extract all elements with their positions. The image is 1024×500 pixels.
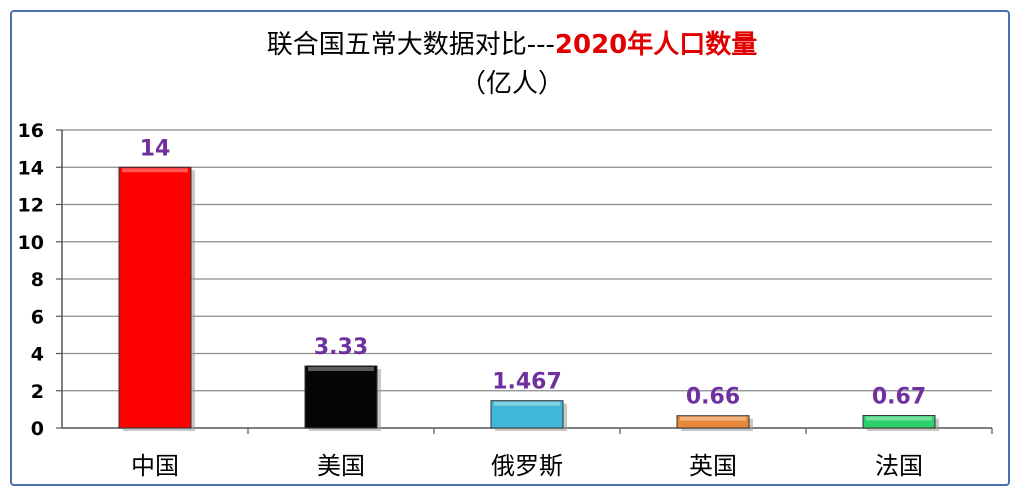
y-tick-label: 10 <box>18 232 44 254</box>
bar <box>862 415 936 429</box>
y-tick-label: 0 <box>31 418 44 440</box>
x-category-label: 中国 <box>131 452 179 480</box>
bar-highlight <box>494 401 560 406</box>
data-label: 0.66 <box>686 385 740 410</box>
bars <box>118 166 939 431</box>
data-labels: 14 3.33 1.467 0.66 0.67 <box>140 136 926 409</box>
data-label: 14 <box>140 136 171 161</box>
x-category-label: 英国 <box>689 452 737 480</box>
x-category-label: 俄罗斯 <box>491 452 563 480</box>
bar <box>118 166 192 429</box>
x-category-label: 美国 <box>317 452 365 480</box>
y-tick-label: 2 <box>31 381 44 403</box>
bar <box>304 365 378 429</box>
x-category-label: 法国 <box>875 452 923 480</box>
bar-highlight <box>122 168 188 173</box>
y-tick-label: 16 <box>18 120 44 142</box>
bar <box>676 415 750 429</box>
y-tick-label: 6 <box>31 306 44 328</box>
y-tick-label: 12 <box>18 195 44 217</box>
gridlines <box>62 129 992 392</box>
chart-title-highlight: 2020年人口数量 <box>555 29 757 60</box>
y-tick-label: 4 <box>31 344 44 366</box>
y-tick-label: 8 <box>31 269 44 291</box>
bar-highlight <box>308 366 374 371</box>
data-label: 3.33 <box>314 335 368 360</box>
chart-title-main: 联合国五常大数据对比--- <box>267 30 555 60</box>
chart-title: 联合国五常大数据对比---2020年人口数量 <box>267 29 758 60</box>
tick-labels: 0 2 4 6 8 10 12 14 16 中国 美国 俄罗斯 英国 法国 <box>18 120 923 480</box>
data-label: 0.67 <box>872 385 926 410</box>
bar-highlight <box>866 416 932 421</box>
bar <box>490 400 564 429</box>
bar-highlight <box>680 416 746 421</box>
chart-subtitle: （亿人） <box>460 69 564 99</box>
y-tick-label: 14 <box>18 157 44 179</box>
data-label: 1.467 <box>492 370 562 395</box>
